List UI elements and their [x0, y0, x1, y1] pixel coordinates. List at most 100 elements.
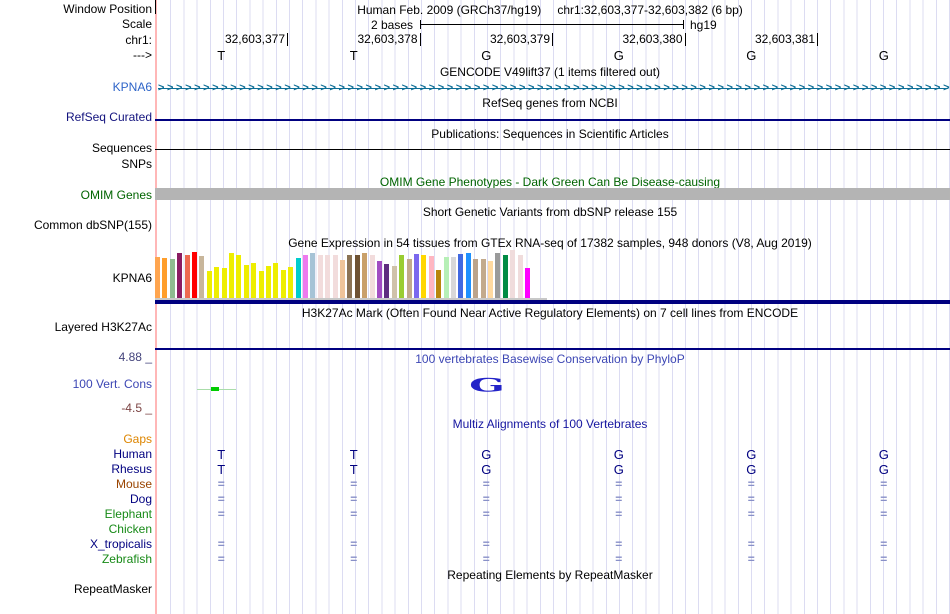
- h3k27ac-track-title[interactable]: H3K27Ac Mark (Often Found Near Active Re…: [301, 306, 799, 320]
- gtex-tissue-bar[interactable]: [443, 257, 449, 300]
- multiz-identity-mark[interactable]: =: [482, 477, 490, 491]
- multiz-base-letter[interactable]: G: [613, 462, 624, 477]
- gtex-tissue-bar[interactable]: [510, 250, 516, 300]
- sequences-track-label[interactable]: Sequences: [91, 141, 152, 155]
- gtex-tissue-bar[interactable]: [428, 256, 434, 300]
- gtex-tissue-bar[interactable]: [525, 268, 530, 300]
- multiz-species-label[interactable]: Elephant: [104, 507, 152, 521]
- multiz-identity-mark[interactable]: =: [880, 477, 888, 491]
- multiz-identity-mark[interactable]: =: [217, 477, 225, 491]
- gtex-gene-model-line[interactable]: [155, 300, 950, 304]
- gtex-tissue-bar[interactable]: [221, 268, 227, 300]
- multiz-base-letter[interactable]: G: [878, 462, 889, 477]
- multiz-base-letter[interactable]: G: [746, 462, 757, 477]
- gencode-gene-label[interactable]: KPNA6: [112, 80, 152, 94]
- gencode-track-title[interactable]: GENCODE V49lift37 (1 items filtered out): [439, 65, 661, 79]
- gtex-tissue-bar[interactable]: [451, 257, 456, 300]
- gtex-tissue-bar[interactable]: [162, 258, 168, 300]
- multiz-species-label[interactable]: Chicken: [108, 522, 152, 536]
- gtex-tissue-bar[interactable]: [377, 261, 382, 300]
- gtex-track-title[interactable]: Gene Expression in 54 tissues from GTEx …: [288, 236, 812, 250]
- gtex-tissue-bar[interactable]: [362, 253, 368, 300]
- multiz-base-letter[interactable]: T: [349, 447, 358, 462]
- multiz-base-letter[interactable]: G: [746, 447, 757, 462]
- gtex-tissue-bar[interactable]: [310, 253, 316, 300]
- multiz-identity-mark[interactable]: =: [880, 507, 888, 521]
- multiz-species-label[interactable]: X_tropicalis: [89, 537, 152, 551]
- gtex-tissue-bar[interactable]: [347, 255, 353, 300]
- multiz-species-label[interactable]: Rhesus: [111, 462, 152, 476]
- multiz-identity-mark[interactable]: =: [217, 507, 225, 521]
- phylop-score-dash[interactable]: [211, 387, 219, 391]
- gtex-tissue-bar[interactable]: [391, 266, 397, 300]
- multiz-base-letter[interactable]: G: [481, 447, 492, 462]
- gtex-tissue-bar[interactable]: [251, 263, 257, 300]
- gtex-tissue-bar[interactable]: [399, 255, 405, 300]
- multiz-identity-mark[interactable]: =: [880, 537, 888, 551]
- gtex-tissue-bar[interactable]: [332, 255, 338, 300]
- multiz-identity-mark[interactable]: =: [615, 537, 623, 551]
- multiz-identity-mark[interactable]: =: [615, 492, 623, 506]
- h3k27ac-track-label[interactable]: Layered H3K27Ac: [54, 320, 152, 334]
- publications-track-title[interactable]: Publications: Sequences in Scientific Ar…: [431, 127, 669, 141]
- multiz-identity-mark[interactable]: =: [747, 537, 755, 551]
- multiz-species-label[interactable]: Zebrafish: [101, 552, 152, 566]
- gtex-tissue-bar[interactable]: [206, 271, 212, 300]
- gtex-tissue-bar[interactable]: [436, 270, 442, 300]
- gtex-tissue-bar[interactable]: [406, 259, 412, 300]
- multiz-track-title[interactable]: Multiz Alignments of 100 Vertebrates: [452, 417, 648, 431]
- multiz-base-letter[interactable]: T: [217, 462, 226, 477]
- gtex-tissue-bar[interactable]: [517, 255, 523, 300]
- multiz-identity-mark[interactable]: =: [482, 507, 490, 521]
- multiz-species-label[interactable]: Human: [113, 447, 152, 461]
- multiz-base-letter[interactable]: T: [217, 447, 226, 462]
- gtex-tissue-bar[interactable]: [258, 271, 264, 300]
- gtex-tissue-bar[interactable]: [155, 257, 160, 300]
- gtex-tissue-bar[interactable]: [421, 255, 427, 300]
- multiz-base-letter[interactable]: G: [481, 462, 492, 477]
- sequences-line[interactable]: [155, 149, 950, 150]
- multiz-identity-mark[interactable]: =: [217, 492, 225, 506]
- multiz-species-label[interactable]: Dog: [129, 492, 152, 506]
- gtex-tissue-bar[interactable]: [340, 260, 345, 300]
- gtex-tissue-bar[interactable]: [325, 255, 331, 300]
- gtex-tissue-bar[interactable]: [414, 254, 419, 300]
- gtex-tissue-bar[interactable]: [458, 254, 464, 300]
- refseq-gene-line[interactable]: [155, 119, 950, 121]
- gtex-tissue-bar[interactable]: [273, 263, 279, 300]
- gtex-tissue-bar[interactable]: [192, 252, 197, 300]
- repeatmasker-track-title[interactable]: Repeating Elements by RepeatMasker: [447, 568, 653, 582]
- multiz-identity-mark[interactable]: =: [350, 477, 358, 491]
- multiz-identity-mark[interactable]: =: [482, 537, 490, 551]
- multiz-identity-mark[interactable]: =: [747, 552, 755, 566]
- multiz-identity-mark[interactable]: =: [615, 477, 623, 491]
- repeatmasker-track-label[interactable]: RepeatMasker: [73, 582, 152, 596]
- multiz-identity-mark[interactable]: =: [217, 552, 225, 566]
- multiz-species-label[interactable]: Mouse: [115, 477, 152, 491]
- multiz-identity-mark[interactable]: =: [747, 507, 755, 521]
- gtex-gene-label[interactable]: KPNA6: [112, 271, 152, 285]
- multiz-identity-mark[interactable]: =: [615, 552, 623, 566]
- multiz-base-letter[interactable]: G: [878, 447, 889, 462]
- gtex-tissue-bar[interactable]: [243, 265, 249, 300]
- gtex-tissue-bar[interactable]: [184, 255, 190, 300]
- gtex-tissue-bar[interactable]: [354, 255, 360, 300]
- phylop-logo-letter[interactable]: G: [469, 374, 505, 397]
- gtex-tissue-bar[interactable]: [502, 255, 508, 300]
- gtex-tissue-bar[interactable]: [495, 253, 501, 300]
- multiz-identity-mark[interactable]: =: [747, 492, 755, 506]
- gtex-tissue-bar[interactable]: [303, 255, 308, 300]
- refseq-track-title[interactable]: RefSeq genes from NCBI: [482, 96, 618, 110]
- multiz-species-label[interactable]: Gaps: [123, 432, 152, 446]
- gtex-tissue-bar[interactable]: [369, 255, 375, 300]
- gtex-tissue-bar[interactable]: [384, 264, 390, 300]
- dbsnp-track-label[interactable]: Common dbSNP(155): [33, 218, 152, 232]
- dbsnp-track-title[interactable]: Short Genetic Variants from dbSNP releas…: [422, 205, 678, 219]
- multiz-identity-mark[interactable]: =: [747, 477, 755, 491]
- multiz-identity-mark[interactable]: =: [350, 552, 358, 566]
- multiz-identity-mark[interactable]: =: [350, 537, 358, 551]
- omim-track-title[interactable]: OMIM Gene Phenotypes - Dark Green Can Be…: [379, 175, 721, 189]
- multiz-base-letter[interactable]: G: [613, 447, 624, 462]
- gtex-tissue-bar[interactable]: [169, 259, 175, 300]
- refseq-track-label[interactable]: RefSeq Curated: [65, 110, 152, 124]
